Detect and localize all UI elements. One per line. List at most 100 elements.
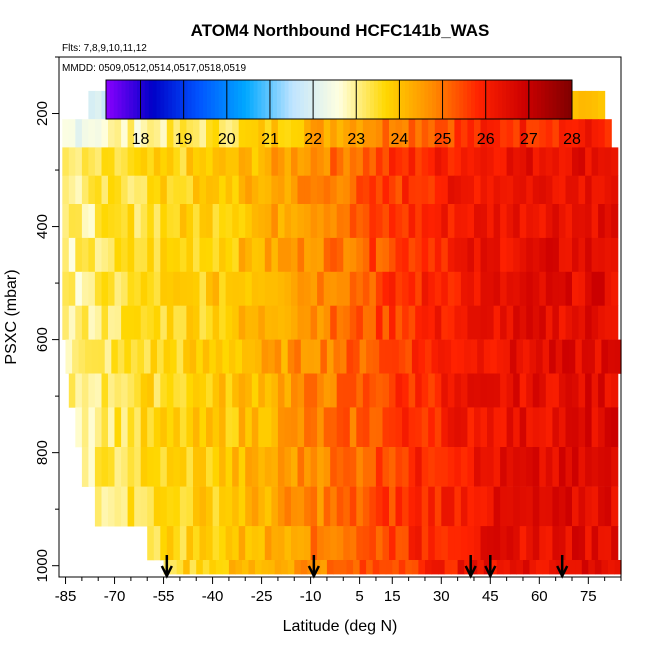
heatmap-cell <box>415 119 423 148</box>
heatmap-cell <box>372 560 380 575</box>
heatmap-cell <box>88 271 96 306</box>
heatmap-cell <box>604 447 612 487</box>
heatmap-cell <box>532 175 540 205</box>
heatmap-cell <box>212 447 220 487</box>
heatmap-cell <box>271 305 279 340</box>
heatmap-cell <box>460 204 468 239</box>
heatmap-cell <box>402 175 410 205</box>
colorbar-segment <box>459 80 464 119</box>
colorbar-segment <box>175 80 181 119</box>
heatmap-cell <box>114 305 122 340</box>
heatmap-cell <box>284 147 292 176</box>
colorbar: 18 19 20 21 22 23 24 25 26 27 28 <box>105 79 581 148</box>
heatmap-cell <box>454 373 462 408</box>
heatmap-cell <box>421 175 429 205</box>
heatmap-cell <box>415 305 423 340</box>
heatmap-cell <box>614 339 622 374</box>
heatmap-cell <box>336 447 344 487</box>
x-axis-title: Latitude (deg N) <box>283 618 398 635</box>
heatmap-cell <box>591 447 599 487</box>
heatmap-cell <box>434 373 442 408</box>
colorbar-segment <box>370 80 375 119</box>
heatmap-cell <box>558 447 566 487</box>
colorbar-segment <box>125 80 130 119</box>
heatmap-cell <box>291 407 299 448</box>
heatmap-cell <box>395 175 403 205</box>
heatmap-cell <box>114 271 122 306</box>
heatmap-cell <box>356 486 364 527</box>
down-arrow-icon <box>464 555 477 579</box>
heatmap-cell <box>460 373 468 408</box>
heatmap-cell <box>317 407 325 448</box>
colorbar-segment <box>490 80 495 119</box>
heatmap-cell <box>513 305 521 340</box>
heatmap-cell <box>134 373 142 408</box>
heatmap-cell <box>480 147 488 176</box>
heatmap-cell <box>304 447 312 487</box>
colorbar-segment <box>513 80 519 119</box>
heatmap-cell <box>493 373 501 408</box>
heatmap-cell <box>585 526 593 561</box>
colorbar-segment <box>265 80 270 119</box>
heatmap-cell <box>336 526 344 561</box>
heatmap-cell <box>193 447 201 487</box>
heatmap-cell <box>225 147 233 176</box>
heatmap-cell <box>356 373 364 408</box>
heatmap-cell <box>117 339 125 374</box>
heatmap-cell <box>421 447 429 487</box>
down-arrow-icon <box>484 555 497 579</box>
heatmap-cell <box>150 339 158 374</box>
heatmap-cell <box>545 526 553 561</box>
heatmap-cell <box>447 447 455 487</box>
heatmap-cell <box>336 373 344 408</box>
heatmap-cell <box>264 175 272 205</box>
heatmap-cell <box>487 119 495 148</box>
colorbar-segment <box>152 80 157 119</box>
heatmap-cell <box>310 237 318 273</box>
heatmap-cell <box>408 447 416 487</box>
heatmap-cell <box>147 305 155 340</box>
heatmap-cell <box>568 560 576 575</box>
heatmap-cell <box>317 486 325 527</box>
heatmap-cell <box>114 237 122 273</box>
heatmap-cell <box>238 447 246 487</box>
heatmap-cell <box>88 373 96 408</box>
heatmap-cell <box>121 204 129 239</box>
heatmap-cell <box>598 407 606 448</box>
heatmap-cell <box>196 339 204 374</box>
colorbar-segment <box>537 80 542 119</box>
heatmap-cell <box>294 560 302 575</box>
heatmap-cell <box>421 147 429 176</box>
heatmap-cell <box>500 526 508 561</box>
y-tick-label: 400 <box>34 214 51 239</box>
heatmap-cell <box>389 204 397 239</box>
heatmap-cell <box>232 147 240 176</box>
heatmap-cell <box>140 486 148 527</box>
heatmap-cell <box>467 447 475 487</box>
heatmap-cell <box>441 271 449 306</box>
heatmap-cell <box>212 305 220 340</box>
heatmap-cell <box>232 119 240 148</box>
heatmap-cell <box>264 147 272 176</box>
heatmap-cell <box>343 119 351 148</box>
heatmap-cell <box>147 486 155 527</box>
heatmap-cell <box>277 237 285 273</box>
heatmap-cell <box>349 119 357 148</box>
heatmap-cell <box>147 119 155 148</box>
heatmap-cell <box>186 119 194 148</box>
heatmap-cell <box>395 119 403 148</box>
heatmap-cell <box>310 373 318 408</box>
heatmap-cell <box>441 147 449 176</box>
colorbar-segment <box>288 80 293 119</box>
heatmap-cell <box>127 486 135 527</box>
heatmap-cell <box>206 237 214 273</box>
heatmap-cell <box>558 526 566 561</box>
colorbar-segment <box>168 80 173 119</box>
heatmap-cell <box>349 305 357 340</box>
heatmap-cell <box>330 373 338 408</box>
heatmap-cell <box>513 373 521 408</box>
heatmap-cell <box>108 447 116 487</box>
heatmap-cell <box>179 305 187 340</box>
heatmap-cell <box>402 204 410 239</box>
heatmap-cell <box>114 175 122 205</box>
